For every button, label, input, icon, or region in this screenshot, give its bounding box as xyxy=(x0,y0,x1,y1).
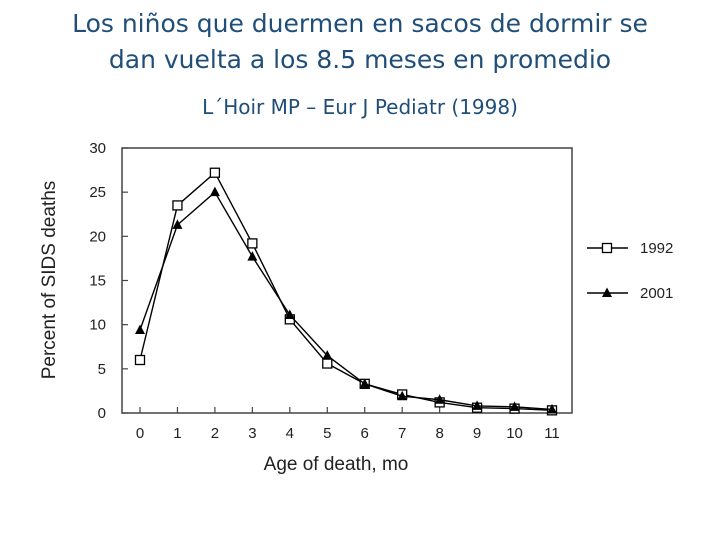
x-tick-label: 1 xyxy=(173,425,181,442)
x-tick-label: 3 xyxy=(248,425,256,442)
y-tick-label: 30 xyxy=(89,140,106,157)
data-point-2001 xyxy=(509,401,520,411)
legend-marker xyxy=(602,287,612,297)
y-tick-label: 15 xyxy=(89,273,106,290)
data-point-2001 xyxy=(434,394,445,404)
data-point-1992 xyxy=(247,238,258,249)
series-1992 xyxy=(134,167,558,416)
y-tick-label: 20 xyxy=(89,228,106,245)
y-tick-label: 5 xyxy=(98,361,106,378)
series-layer xyxy=(134,167,558,416)
x-tick-label: 6 xyxy=(361,425,369,442)
legend: 1992 2001 xyxy=(587,240,673,302)
y-tick-label: 0 xyxy=(98,405,106,422)
data-point-2001 xyxy=(472,400,483,410)
plot-frame xyxy=(121,147,573,414)
citation: L´Hoir MP – Eur J Pediatr (1998) xyxy=(202,95,518,119)
data-point-1992 xyxy=(209,167,221,178)
x-tick-label: 11 xyxy=(544,425,560,442)
y-tick-label: 25 xyxy=(89,184,106,201)
data-point-1992 xyxy=(322,358,333,369)
legend-marker xyxy=(601,242,613,254)
data-point-2001 xyxy=(397,390,408,401)
x-tick-label: 4 xyxy=(286,425,294,442)
legend-label: 2001 xyxy=(640,285,673,302)
data-point-1992 xyxy=(134,354,146,366)
data-point-2001 xyxy=(322,350,333,360)
x-tick-label: 10 xyxy=(506,425,523,442)
data-point-2001 xyxy=(359,378,370,388)
x-tick-label: 5 xyxy=(323,425,331,442)
series-line-2001 xyxy=(139,191,553,411)
title-line-1: Los niños que duermen en sacos de dormir… xyxy=(72,9,648,38)
x-axis-label: Age of death, mo xyxy=(264,454,409,475)
y-axis-ticks: 0 5 10 15 20 25 30 xyxy=(89,140,128,422)
x-tick-label: 8 xyxy=(435,425,443,442)
data-point-2001 xyxy=(547,403,557,414)
data-point-2001 xyxy=(172,219,183,229)
title-line-2: dan vuelta a los 8.5 meses en promedio xyxy=(108,45,612,74)
y-tick-label: 10 xyxy=(89,317,106,334)
x-tick-label: 0 xyxy=(136,425,144,442)
x-tick-label: 7 xyxy=(398,425,406,442)
y-axis-label: Percent of SIDS deaths xyxy=(39,181,60,380)
legend-entry-2001: 2001 xyxy=(587,285,673,302)
x-tick-label: 9 xyxy=(473,425,481,442)
slide-title: Los niños que duermen en sacos de dormir… xyxy=(0,6,720,78)
series-2001 xyxy=(135,186,557,414)
data-point-2001 xyxy=(209,186,220,197)
data-point-2001 xyxy=(284,309,295,319)
data-point-2001 xyxy=(247,251,258,261)
series-line-1992 xyxy=(139,171,553,412)
data-point-2001 xyxy=(135,324,145,334)
data-point-1992 xyxy=(172,200,183,211)
x-tick-label: 2 xyxy=(211,425,219,442)
legend-entry-1992: 1992 xyxy=(587,240,673,257)
legend-label: 1992 xyxy=(640,240,673,257)
